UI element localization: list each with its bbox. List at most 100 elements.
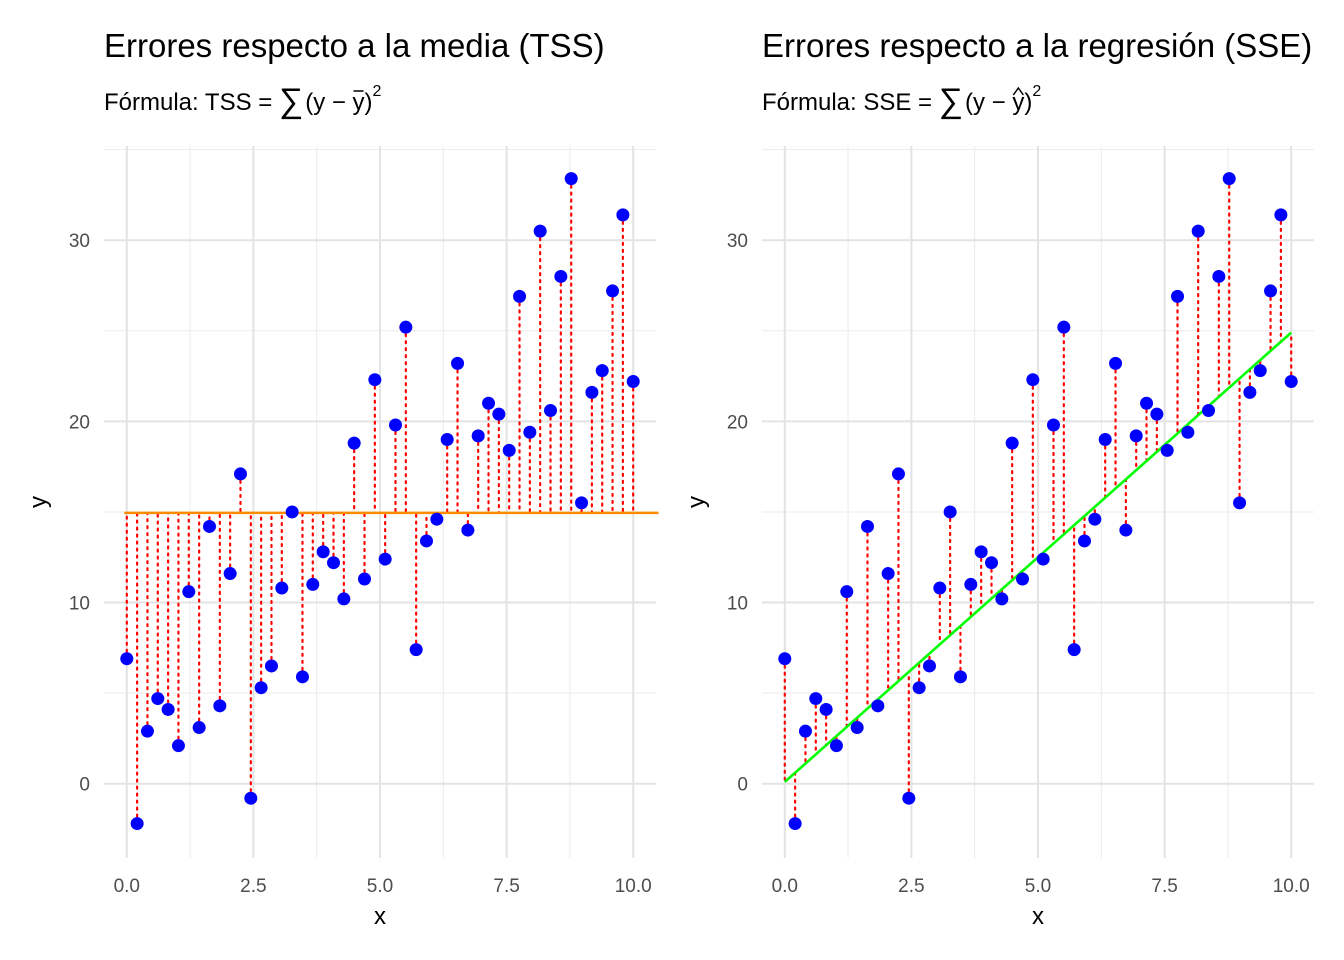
data-point — [502, 443, 516, 457]
data-point — [595, 364, 609, 378]
data-point — [871, 699, 885, 713]
data-point — [151, 692, 165, 706]
data-point — [451, 356, 465, 370]
data-point — [523, 425, 537, 439]
data-point — [860, 519, 874, 533]
data-point — [161, 702, 175, 716]
x-tick-label: 2.5 — [240, 876, 266, 897]
data-point — [306, 577, 320, 591]
data-point — [912, 681, 926, 695]
data-point — [1016, 572, 1030, 586]
y-tick-label: 20 — [727, 412, 748, 433]
subtitle-expression: (y − y) — [305, 89, 372, 116]
data-point — [1284, 375, 1298, 389]
x-tick-label: 7.5 — [1151, 876, 1177, 897]
data-point — [1077, 534, 1091, 548]
data-point — [337, 592, 351, 606]
data-point — [347, 436, 361, 450]
data-point — [192, 721, 206, 735]
x-tick-label: 5.0 — [367, 876, 393, 897]
x-tick-label: 0.0 — [772, 876, 798, 897]
data-point — [985, 556, 999, 570]
data-point — [902, 791, 916, 805]
data-point — [1129, 429, 1143, 443]
data-point — [1202, 404, 1216, 418]
subtitle-prefix: Fórmula: SSE = — [762, 89, 939, 116]
data-point — [809, 692, 823, 706]
data-point — [295, 670, 309, 684]
x-tick-label: 0.0 — [114, 876, 140, 897]
data-point — [974, 545, 988, 559]
data-point — [1088, 512, 1102, 526]
data-point — [358, 572, 372, 586]
data-point — [953, 670, 967, 684]
x-tick-label: 2.5 — [898, 876, 924, 897]
data-point — [606, 284, 620, 298]
data-point — [130, 817, 144, 831]
y-tick-label: 0 — [79, 775, 90, 796]
y-axis-label: y — [25, 496, 52, 508]
data-point — [778, 652, 792, 666]
data-point — [1109, 356, 1123, 370]
data-point — [244, 791, 258, 805]
data-point — [829, 739, 843, 753]
sum-symbol: ∑ — [939, 82, 963, 120]
data-point — [1005, 436, 1019, 450]
y-tick-label: 30 — [727, 231, 748, 252]
data-point — [1171, 289, 1185, 303]
data-point — [1212, 269, 1226, 283]
data-point — [1057, 320, 1071, 334]
data-point — [1222, 172, 1236, 186]
data-point — [1036, 552, 1050, 566]
data-point — [881, 567, 895, 581]
data-point — [461, 523, 475, 537]
sse-panel: Errores respecto a la regresión (SSE) Fór… — [683, 27, 1314, 930]
data-point — [554, 269, 568, 283]
y-tick-label: 20 — [69, 412, 90, 433]
hat-accent — [1012, 86, 1024, 96]
chart-subtitle: Fórmula: SSE = ∑(y − y)2 — [762, 82, 1041, 120]
subtitle-prefix: Fórmula: TSS = — [104, 89, 279, 116]
data-point — [616, 208, 630, 222]
data-point — [316, 545, 330, 559]
data-point — [964, 577, 978, 591]
data-point — [1191, 224, 1205, 238]
data-point — [233, 467, 247, 481]
data-point — [140, 724, 154, 738]
subtitle-exponent: 2 — [1032, 83, 1041, 100]
data-point — [264, 659, 278, 673]
data-point — [213, 699, 227, 713]
data-point — [1264, 284, 1278, 298]
data-point — [378, 552, 392, 566]
data-point — [471, 429, 485, 443]
data-point — [275, 581, 289, 595]
data-point — [1046, 418, 1060, 432]
data-point — [285, 505, 299, 519]
data-point — [840, 585, 854, 599]
data-point — [891, 467, 905, 481]
data-point — [995, 592, 1009, 606]
data-point — [202, 519, 216, 533]
data-point — [1274, 208, 1288, 222]
chart-title: Errores respecto a la regresión (SSE) — [762, 27, 1312, 64]
x-axis-label: x — [1032, 903, 1044, 930]
data-point — [850, 721, 864, 735]
chart-subtitle: Fórmula: TSS = ∑(y − y)2 — [104, 82, 382, 120]
data-point — [1098, 432, 1112, 446]
data-point — [368, 373, 382, 387]
data-point — [223, 567, 237, 581]
data-point — [575, 496, 589, 510]
data-point — [409, 643, 423, 657]
sum-symbol: ∑ — [279, 82, 303, 120]
x-tick-label: 10.0 — [615, 876, 652, 897]
data-point — [1233, 496, 1247, 510]
data-point — [254, 681, 268, 695]
data-point — [1119, 523, 1133, 537]
data-point — [1243, 385, 1257, 399]
data-point — [1253, 364, 1267, 378]
data-point — [120, 652, 134, 666]
y-tick-label: 0 — [737, 775, 748, 796]
data-point — [819, 702, 833, 716]
data-point — [922, 659, 936, 673]
